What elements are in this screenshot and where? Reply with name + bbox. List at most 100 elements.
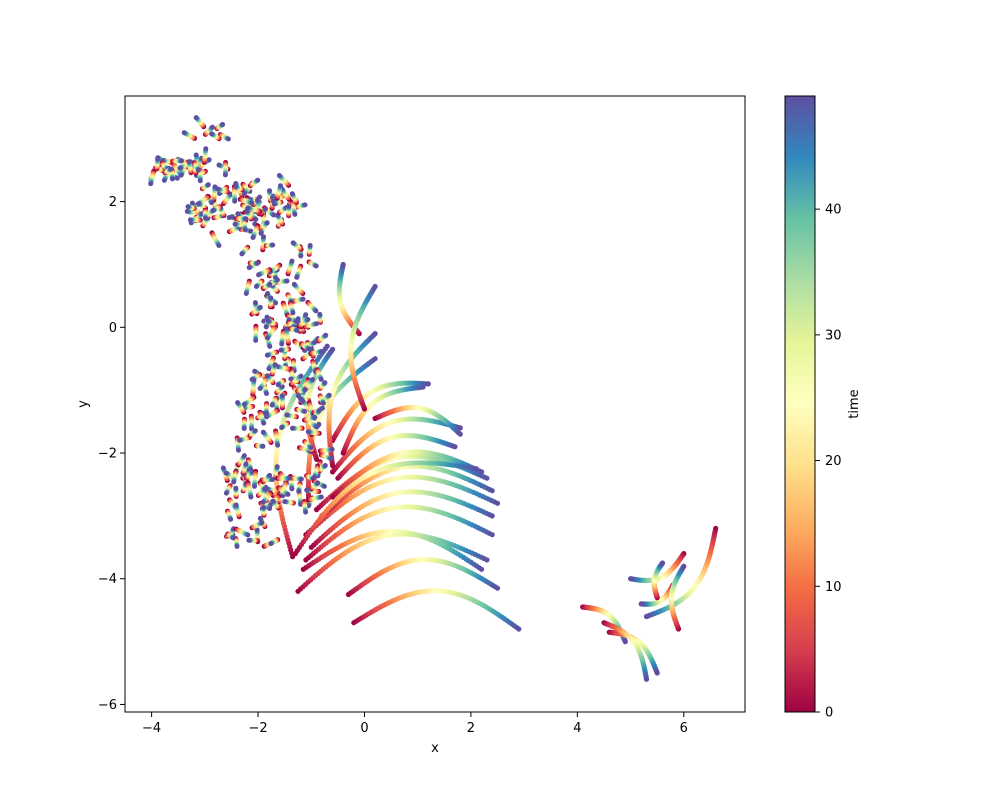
- cluster-point: [187, 217, 193, 223]
- x-axis-label: x: [431, 741, 439, 756]
- cluster-point: [262, 486, 268, 492]
- cluster-point: [209, 124, 215, 130]
- trajectory-point: [643, 676, 650, 682]
- cluster-point: [305, 429, 311, 435]
- cluster-point: [290, 310, 296, 316]
- x-tick-label: −4: [142, 721, 161, 736]
- cluster-point: [262, 206, 268, 212]
- cluster-point: [209, 131, 215, 137]
- cluster-point: [305, 317, 311, 322]
- cluster-point: [263, 324, 269, 330]
- cluster-point: [230, 535, 236, 541]
- cluster-point: [252, 368, 258, 374]
- cluster-point: [289, 258, 295, 264]
- x-tick-label: 4: [573, 721, 581, 736]
- trajectory-point: [372, 356, 378, 362]
- cluster-point: [246, 265, 252, 271]
- cluster-point: [251, 377, 257, 383]
- colorbar-tick-label: 30: [825, 328, 842, 343]
- cluster-point: [242, 227, 248, 233]
- cluster-point: [184, 208, 190, 214]
- cluster-point: [260, 443, 266, 449]
- x-axis: −4 −2 0 2 4 6: [142, 712, 688, 736]
- cluster-point: [206, 157, 212, 163]
- cluster-point: [322, 463, 328, 468]
- cluster-point: [278, 347, 284, 353]
- trajectory-point: [489, 532, 495, 538]
- cluster-point: [254, 260, 260, 266]
- cluster-point: [267, 188, 272, 194]
- trajectory-point: [643, 613, 650, 620]
- y-axis-label: y: [76, 400, 91, 408]
- x-tick-label: 6: [680, 721, 688, 736]
- trajectory-point: [330, 346, 336, 352]
- cluster-point: [255, 197, 260, 203]
- cluster-point: [310, 377, 316, 382]
- cluster-point: [260, 499, 266, 505]
- cluster-point: [250, 235, 256, 240]
- cluster-point: [303, 509, 309, 515]
- cluster-point: [312, 340, 318, 345]
- cluster-point: [329, 446, 335, 452]
- cluster-point: [181, 130, 187, 136]
- cluster-point: [314, 424, 320, 430]
- trajectory-point: [628, 576, 634, 582]
- cluster-point: [241, 453, 247, 459]
- trajectory-point: [372, 283, 378, 290]
- cluster-point: [225, 136, 231, 142]
- cluster-point: [286, 475, 292, 481]
- cluster-point: [215, 186, 221, 192]
- cluster-point: [209, 200, 215, 206]
- cluster-point: [266, 366, 272, 372]
- cluster-point: [205, 182, 211, 188]
- trajectory-point: [479, 469, 485, 475]
- cluster-point: [233, 184, 239, 190]
- cluster-point: [282, 499, 288, 505]
- cluster-point: [322, 380, 328, 386]
- cluster-point: [223, 490, 229, 496]
- cluster-point: [243, 461, 249, 467]
- cluster-point: [234, 544, 240, 549]
- cluster-point: [216, 162, 222, 168]
- cluster-point: [267, 472, 273, 478]
- colorbar-tick-label: 10: [825, 580, 842, 595]
- cluster-point: [270, 477, 276, 482]
- cluster-point: [196, 201, 202, 207]
- x-tick-label: −2: [248, 721, 267, 736]
- y-axis: −6−4−202: [98, 195, 125, 713]
- cluster-point: [300, 296, 306, 302]
- cluster-point: [197, 178, 203, 184]
- cluster-point: [291, 281, 297, 287]
- cluster-point: [317, 311, 323, 317]
- cluster-point: [328, 456, 334, 461]
- cluster-point: [222, 172, 228, 178]
- trajectory-point: [484, 475, 490, 481]
- x-tick-label: 2: [467, 721, 475, 736]
- cluster-point: [274, 464, 280, 470]
- trajectory-point: [452, 444, 458, 450]
- cluster-point: [270, 242, 276, 248]
- trajectory-point: [372, 331, 378, 337]
- cluster-point: [220, 465, 226, 471]
- colorbar: [784, 95, 816, 713]
- cluster-point: [196, 167, 201, 173]
- cluster-point: [313, 308, 319, 314]
- cluster-point: [260, 429, 266, 435]
- cluster-point: [241, 426, 247, 431]
- trajectory-point: [489, 513, 495, 519]
- cluster-point: [264, 352, 270, 358]
- cluster-point: [255, 177, 261, 183]
- cluster-point: [256, 272, 262, 278]
- cluster-point: [228, 516, 234, 522]
- trajectory-point: [489, 488, 495, 494]
- cluster-point: [264, 220, 270, 226]
- colorbar-tick-label: 40: [825, 203, 842, 218]
- trajectory-point: [494, 500, 501, 506]
- trajectory-point: [425, 381, 431, 387]
- cluster-point: [313, 263, 319, 269]
- cluster-point: [268, 541, 274, 547]
- cluster-point: [308, 445, 314, 451]
- cluster-point: [216, 243, 222, 248]
- cluster-point: [252, 428, 258, 434]
